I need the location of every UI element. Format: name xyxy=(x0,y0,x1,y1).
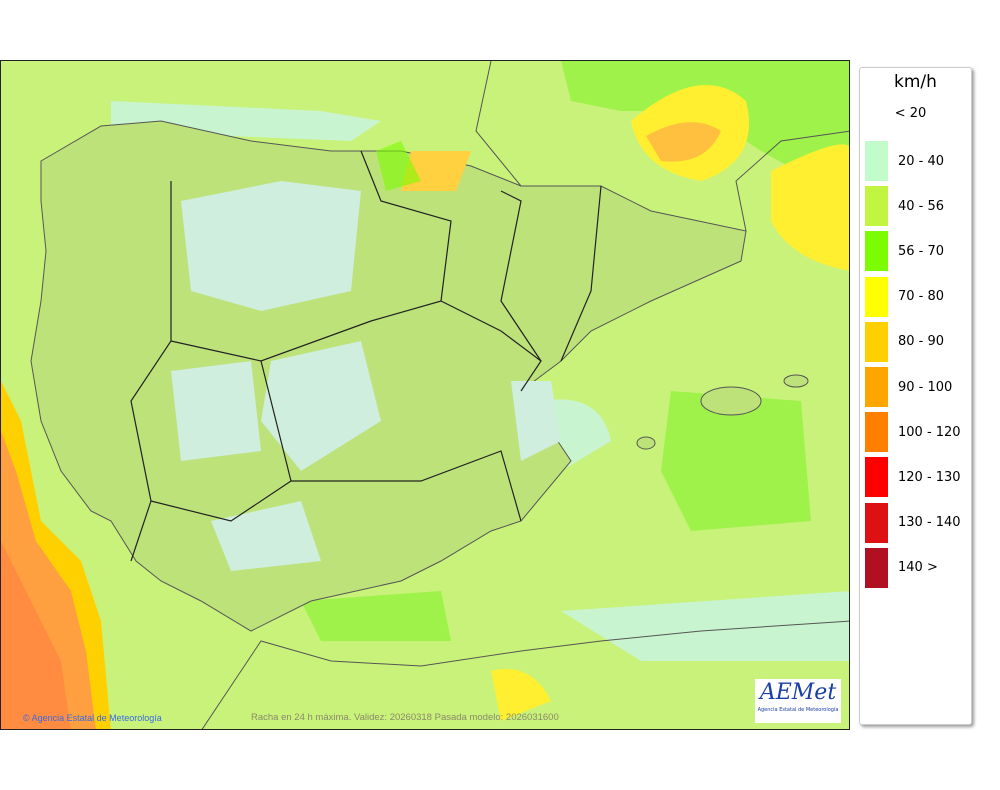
legend-label: 120 - 130 xyxy=(898,469,961,485)
wind-fields xyxy=(1,61,849,729)
coasts-other xyxy=(201,61,849,729)
legend-label: 56 - 70 xyxy=(898,243,945,259)
region-borders xyxy=(130,150,602,562)
legend-swatch xyxy=(865,321,888,362)
legend-item: 90 - 100 xyxy=(865,367,952,407)
legend-swatch xyxy=(865,186,888,227)
legend-label: 40 - 56 xyxy=(898,198,945,214)
legend-label: 140 > xyxy=(898,560,938,576)
legend-swatch xyxy=(865,367,888,407)
logo-name: AEMet xyxy=(759,680,837,705)
legend-item: 40 - 56 xyxy=(865,186,945,227)
legend-label: 20 - 40 xyxy=(898,153,945,169)
legend-item: 80 - 90 xyxy=(865,321,945,362)
legend: km/h < 20 20 - 40 40 - 56 56 - 70 70 - 80 80… xyxy=(859,67,972,725)
copyright-credit: © Agencia Estatal de Meteorología xyxy=(23,713,162,723)
logo-subtitle: Agencia Estatal de Meteorología xyxy=(757,707,839,713)
legend-item: 70 - 80 xyxy=(865,276,945,317)
legend-swatch xyxy=(865,141,888,181)
legend-swatch xyxy=(865,457,888,498)
legend-item: 56 - 70 xyxy=(865,231,945,272)
wind-gust-map[interactable]: © Agencia Estatal de Meteorología Racha … xyxy=(0,60,850,730)
legend-swatch xyxy=(865,547,888,588)
legend-swatch xyxy=(865,502,888,543)
legend-item: 20 - 40 xyxy=(865,141,944,181)
legend-label: 100 - 120 xyxy=(898,424,961,440)
map-caption: Racha en 24 h máxima. Validez: 20260318 … xyxy=(251,712,559,723)
legend-label: 80 - 90 xyxy=(898,334,945,350)
legend-item: 130 - 140 xyxy=(865,502,961,543)
legend-unit: km/h xyxy=(894,72,937,92)
legend-below-label: < 20 xyxy=(894,106,927,121)
legend-item: 140 > xyxy=(865,547,938,588)
land-iberia xyxy=(30,120,747,632)
legend-label: 90 - 100 xyxy=(898,379,953,395)
map-canvas xyxy=(1,61,849,729)
legend-label: 70 - 80 xyxy=(898,289,945,305)
legend-item: 120 - 130 xyxy=(865,457,961,498)
legend-swatch xyxy=(865,412,888,453)
legend-label: 130 - 140 xyxy=(898,515,961,531)
legend-item: 100 - 120 xyxy=(865,412,961,453)
legend-swatch xyxy=(865,276,888,317)
aemet-logo: AEMet Agencia Estatal de Meteorología xyxy=(755,679,841,723)
legend-swatch xyxy=(865,231,888,272)
